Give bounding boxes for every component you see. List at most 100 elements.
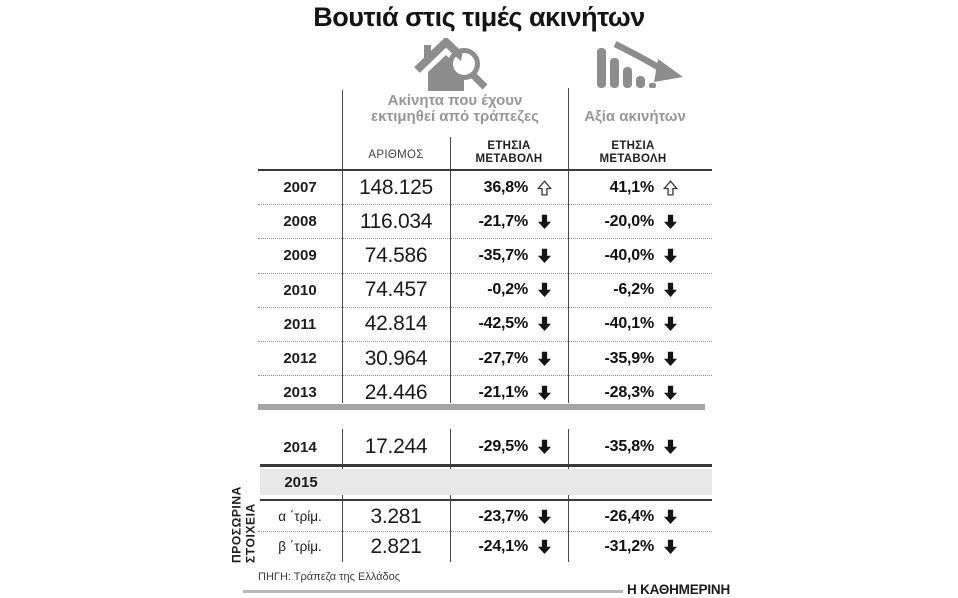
table-row: α ΄τρίμ. 3.281 -23,7% -26,4% bbox=[258, 502, 712, 532]
count-cell: 74.586 bbox=[364, 243, 428, 267]
down-arrow-icon bbox=[537, 351, 552, 366]
down-arrow-icon bbox=[663, 214, 678, 229]
down-arrow-icon bbox=[537, 509, 552, 524]
trend-icon bbox=[663, 539, 678, 555]
down-arrow-icon bbox=[537, 214, 552, 229]
divider bbox=[568, 88, 569, 403]
up-arrow-icon bbox=[663, 179, 678, 196]
year-cell: 2010 bbox=[283, 281, 317, 299]
table-row: 2014 17.244 -29,5% -35,8% bbox=[258, 430, 712, 464]
down-arrow-icon bbox=[663, 385, 678, 400]
year-cell: 2009 bbox=[283, 247, 317, 265]
table-row: 2010 74.457 -0,2% -6,2% bbox=[258, 274, 712, 308]
group-header-appraised: Ακίνητα που έχουν εκτιμηθεί από τράπεζες bbox=[371, 92, 539, 125]
change-cell: -27,7% bbox=[450, 350, 568, 368]
provisional-data-label: ΠΡΟΣΩΡΙΝΑ ΣΤΟΙΧΕΙΑ bbox=[229, 486, 258, 563]
page-title: Βουτιά στις τιμές ακινήτων bbox=[313, 2, 645, 32]
trend-icon bbox=[663, 509, 678, 525]
table-row: 2013 24.446 -21,1% -28,3% bbox=[258, 376, 712, 409]
down-arrow-icon bbox=[663, 351, 678, 366]
count-cell: 74.457 bbox=[364, 278, 428, 302]
trend-icon bbox=[537, 282, 552, 298]
trend-icon bbox=[537, 509, 552, 525]
change-cell: -6,2% bbox=[568, 281, 712, 299]
table-row: β ΄τρίμ. 2.821 -24,1% -31,2% bbox=[258, 532, 712, 561]
down-arrow-icon bbox=[537, 539, 552, 554]
yearly-table: 2007 148.125 36,8% 41,1% 2008 116.034 -2… bbox=[258, 171, 712, 409]
count-cell: 42.814 bbox=[364, 312, 428, 336]
divider bbox=[450, 429, 451, 562]
divider bbox=[568, 429, 569, 562]
divider bbox=[342, 90, 343, 403]
change-cell: -35,8% bbox=[568, 438, 712, 456]
down-arrow-icon bbox=[663, 248, 678, 263]
divider bbox=[450, 137, 451, 403]
table-row: 2008 116.034 -21,7% -20,0% bbox=[258, 205, 712, 240]
count-cell: 3.281 bbox=[370, 504, 422, 528]
change-cell: -42,5% bbox=[450, 315, 568, 333]
column-header-count: ΑΡΙΘΜΟΣ bbox=[368, 149, 424, 161]
change-cell: -0,2% bbox=[450, 281, 568, 299]
change-cell: -21,1% bbox=[450, 384, 568, 402]
trend-icon bbox=[663, 385, 678, 401]
change-cell: -31,2% bbox=[568, 538, 712, 556]
down-arrow-icon bbox=[663, 509, 678, 524]
quarter-cell: β ΄τρίμ. bbox=[278, 539, 322, 554]
divider bbox=[342, 429, 343, 562]
count-cell: 2.821 bbox=[370, 534, 422, 558]
column-header-annual-change-1: ΕΤΗΣΙΑ ΜΕΤΑΒΟΛΗ bbox=[475, 140, 543, 165]
trend-icon bbox=[663, 214, 678, 230]
trend-icon bbox=[663, 439, 678, 455]
down-arrow-icon bbox=[537, 248, 552, 263]
down-arrow-icon bbox=[537, 385, 552, 400]
up-arrow-icon bbox=[537, 179, 552, 196]
change-cell: -21,7% bbox=[450, 213, 568, 231]
source-note: ΠΗΓΗ: Τράπεζα της Ελλάδος bbox=[258, 571, 401, 583]
change-cell: -20,0% bbox=[568, 213, 712, 231]
trend-icon bbox=[663, 282, 678, 298]
declining-bars-icon bbox=[595, 40, 687, 97]
trend-icon bbox=[663, 179, 678, 196]
trend-icon bbox=[537, 248, 552, 264]
trend-icon bbox=[537, 385, 552, 401]
year-cell: 2007 bbox=[283, 179, 317, 197]
trend-icon bbox=[537, 539, 552, 555]
down-arrow-icon bbox=[663, 317, 678, 332]
trend-icon bbox=[663, 316, 678, 332]
year-cell: 2008 bbox=[283, 213, 317, 231]
change-cell: 41,1% bbox=[568, 179, 712, 197]
down-arrow-icon bbox=[663, 539, 678, 554]
table-row: 2012 30.964 -27,7% -35,9% bbox=[258, 342, 712, 377]
count-cell: 148.125 bbox=[359, 175, 433, 199]
count-cell: 30.964 bbox=[364, 346, 428, 370]
change-cell: -28,3% bbox=[568, 384, 712, 402]
down-arrow-icon bbox=[537, 439, 552, 455]
change-cell: -29,5% bbox=[450, 438, 568, 456]
trend-icon bbox=[537, 214, 552, 230]
table-row: 2011 42.814 -42,5% -40,1% bbox=[258, 308, 712, 342]
change-cell: -23,7% bbox=[450, 508, 568, 526]
year-cell: 2015 bbox=[284, 473, 318, 491]
change-cell: -35,7% bbox=[450, 247, 568, 265]
group-header-value: Αξία ακινήτων bbox=[584, 108, 686, 125]
table-row-2015-band: 2015 bbox=[260, 469, 712, 495]
trend-icon bbox=[663, 248, 678, 264]
divider bbox=[260, 499, 712, 501]
change-cell: -35,9% bbox=[568, 350, 712, 368]
year-cell: 2013 bbox=[283, 384, 317, 402]
year-cell: 2011 bbox=[283, 315, 317, 333]
section-separator-bar bbox=[258, 404, 705, 410]
trend-icon bbox=[537, 179, 552, 196]
change-cell: 36,8% bbox=[450, 179, 568, 197]
change-cell: -40,0% bbox=[568, 247, 712, 265]
down-arrow-icon bbox=[663, 439, 678, 455]
change-cell: -26,4% bbox=[568, 508, 712, 526]
divider bbox=[243, 590, 623, 593]
down-arrow-icon bbox=[537, 282, 552, 298]
house-magnifier-icon bbox=[414, 36, 498, 99]
quarter-cell: α ΄τρίμ. bbox=[278, 509, 322, 524]
change-cell: -40,1% bbox=[568, 315, 712, 333]
table-row: 2007 148.125 36,8% 41,1% bbox=[258, 171, 712, 206]
table-row: 2009 74.586 -35,7% -40,0% bbox=[258, 239, 712, 274]
